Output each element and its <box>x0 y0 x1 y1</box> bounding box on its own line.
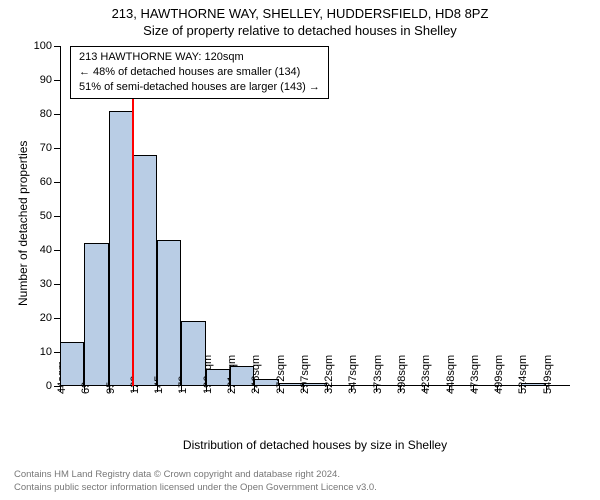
y-tick-label: 20 <box>40 312 52 324</box>
chart-container: 213, HAWTHORNE WAY, SHELLEY, HUDDERSFIEL… <box>0 0 600 500</box>
footer-line-2: Contains public sector information licen… <box>14 482 377 494</box>
y-tick <box>54 216 60 217</box>
x-tick-label: 246sqm <box>250 355 262 394</box>
info-line-1: 213 HAWTHORNE WAY: 120sqm <box>79 50 320 65</box>
y-tick <box>54 80 60 81</box>
y-tick-label: 10 <box>40 346 52 358</box>
y-axis-label: Number of detached properties <box>16 141 30 306</box>
info-line-3: 51% of semi-detached houses are larger (… <box>79 80 320 95</box>
x-tick-label: 373sqm <box>372 355 384 394</box>
y-tick-label: 50 <box>40 210 52 222</box>
x-tick-label: 524sqm <box>517 355 529 394</box>
y-tick-label: 100 <box>34 40 52 52</box>
info-line-2: ← 48% of detached houses are smaller (13… <box>79 65 320 80</box>
x-tick-label: 448sqm <box>445 355 457 394</box>
x-axis-label: Distribution of detached houses by size … <box>60 438 570 452</box>
histogram-bar <box>109 111 133 386</box>
info-box: 213 HAWTHORNE WAY: 120sqm ← 48% of detac… <box>70 46 329 99</box>
y-axis <box>60 46 61 386</box>
y-tick-label: 60 <box>40 176 52 188</box>
y-tick-label: 70 <box>40 142 52 154</box>
chart-title-main: 213, HAWTHORNE WAY, SHELLEY, HUDDERSFIEL… <box>0 0 600 21</box>
x-tick-label: 272sqm <box>275 355 287 394</box>
x-tick-label: 347sqm <box>347 355 359 394</box>
footer: Contains HM Land Registry data © Crown c… <box>14 469 377 494</box>
y-tick-label: 0 <box>46 380 52 392</box>
x-tick-label: 423sqm <box>420 355 432 394</box>
x-tick-label: 297sqm <box>299 355 311 394</box>
y-tick <box>54 114 60 115</box>
x-tick-label: 322sqm <box>323 355 335 394</box>
footer-line-1: Contains HM Land Registry data © Crown c… <box>14 469 377 481</box>
y-tick <box>54 250 60 251</box>
y-tick-label: 30 <box>40 278 52 290</box>
x-tick-label: 499sqm <box>493 355 505 394</box>
y-tick <box>54 284 60 285</box>
x-tick-label: 549sqm <box>542 355 554 394</box>
chart-title-sub: Size of property relative to detached ho… <box>0 21 600 38</box>
y-tick <box>54 182 60 183</box>
y-tick-label: 80 <box>40 108 52 120</box>
y-tick-label: 40 <box>40 244 52 256</box>
y-tick <box>54 46 60 47</box>
x-tick-label: 473sqm <box>469 355 481 394</box>
x-tick-label: 398sqm <box>396 355 408 394</box>
y-tick <box>54 318 60 319</box>
y-tick-label: 90 <box>40 74 52 86</box>
histogram-bar <box>133 155 157 386</box>
y-tick <box>54 148 60 149</box>
